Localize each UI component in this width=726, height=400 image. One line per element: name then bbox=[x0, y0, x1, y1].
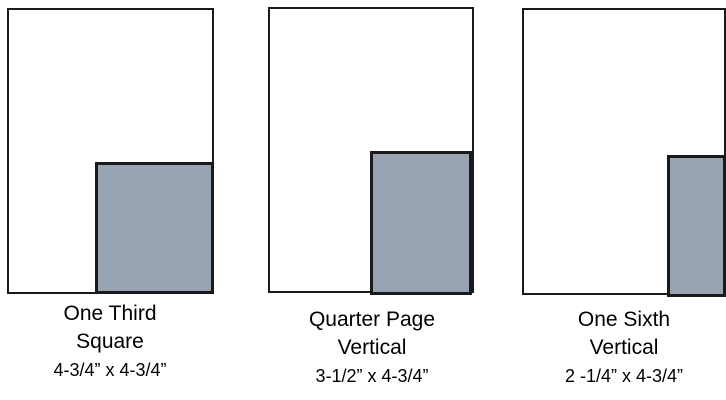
caption-one-sixth-vertical: One Sixth Vertical 2 -1/4” x 4-3/4” bbox=[514, 306, 726, 390]
caption-quarter-page-vertical: Quarter Page Vertical 3-1/2” x 4-3/4” bbox=[262, 306, 482, 390]
layout-title-line1: One Sixth bbox=[577, 308, 671, 331]
caption-one-third-square: One Third Square 4-3/4” x 4-3/4” bbox=[0, 300, 220, 384]
layout-title-line2: Vertical bbox=[337, 336, 407, 359]
layout-title-line2: Vertical bbox=[589, 336, 659, 359]
layout-title-line2: Square bbox=[76, 330, 144, 353]
layout-dimensions: 3-1/2” x 4-3/4” bbox=[315, 366, 429, 386]
ad-area-one-sixth-vertical bbox=[667, 155, 726, 297]
layout-dimensions: 2 -1/4” x 4-3/4” bbox=[564, 366, 684, 386]
ad-area-quarter-page-vertical bbox=[370, 151, 472, 295]
layout-title-line1: Quarter Page bbox=[308, 308, 436, 331]
layout-dimensions: 4-3/4” x 4-3/4” bbox=[53, 360, 167, 380]
ad-area-one-third-square bbox=[95, 162, 214, 294]
layout-title-line1: One Third bbox=[63, 302, 157, 325]
